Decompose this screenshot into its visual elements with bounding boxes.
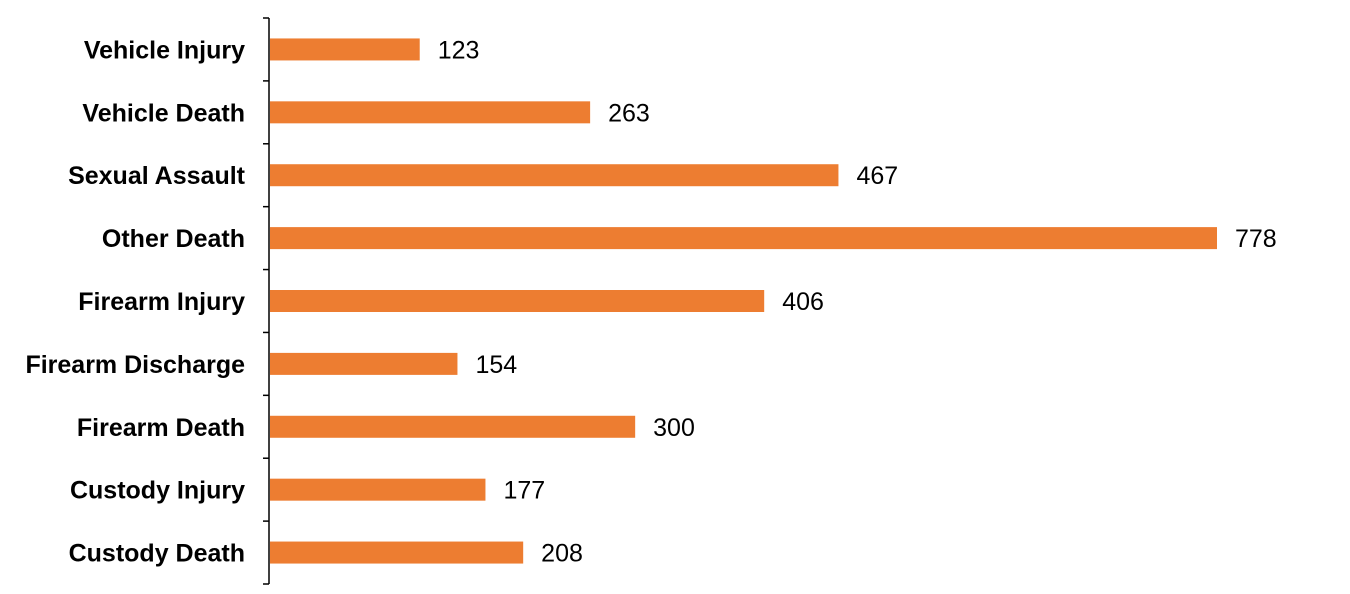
data-label: 208 [541,540,583,568]
category-label: Firearm Discharge [25,351,245,379]
bar [270,478,486,501]
data-label: 406 [782,288,824,316]
bar [270,101,591,124]
bar [270,227,1217,250]
bars-layer [270,38,1217,564]
bar [270,541,524,564]
category-label: Vehicle Injury [84,36,245,64]
data-label: 263 [608,99,650,127]
data-label: 778 [1235,225,1277,253]
category-label: Firearm Death [77,414,245,442]
data-label: 154 [475,351,517,379]
data-labels: 123 263 467 778 406 154 300 177 208 [438,36,1277,567]
bar [270,352,458,375]
category-label: Other Death [102,225,245,253]
bar [270,164,839,187]
category-label: Sexual Assault [68,162,246,190]
data-label: 300 [653,414,695,442]
category-label: Firearm Injury [78,288,245,316]
category-label: Vehicle Death [82,99,245,127]
category-labels: Vehicle Injury Vehicle Death Sexual Assaul… [25,36,245,567]
ticks-layer [263,17,269,585]
bar [270,290,765,312]
data-label: 123 [438,36,480,64]
category-label: Custody Death [69,540,245,568]
data-label: 177 [503,477,545,505]
category-label: Custody Injury [70,477,245,505]
data-label: 467 [856,162,898,190]
bar [270,38,420,61]
bar [270,415,636,438]
